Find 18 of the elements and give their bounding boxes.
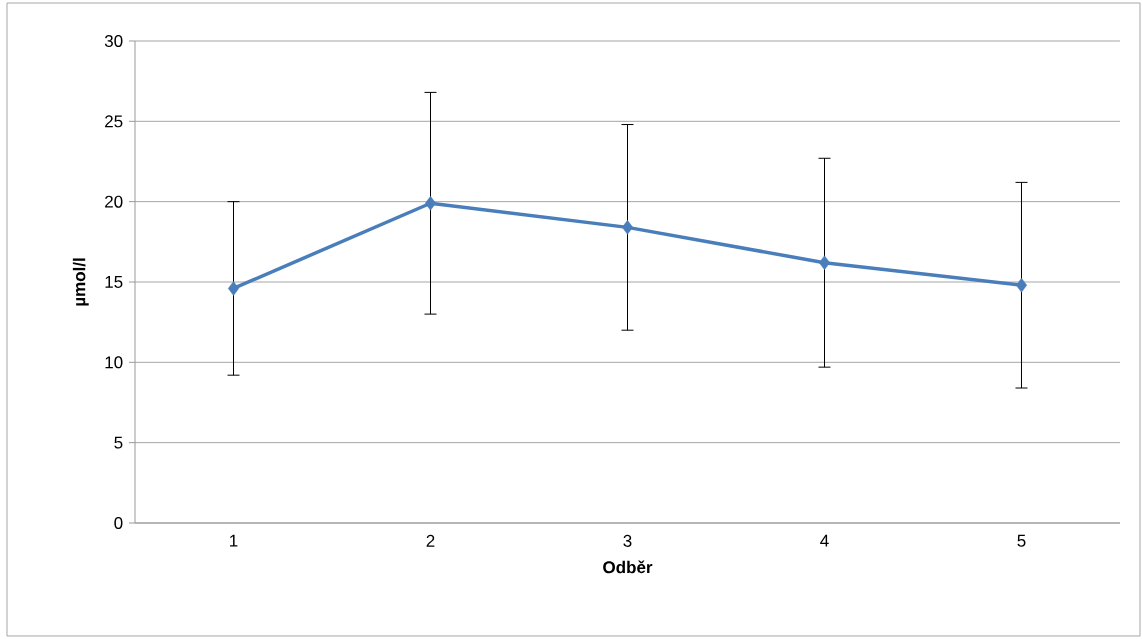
x-tick-label: 5: [1017, 534, 1026, 547]
x-axis-title: Odběr: [603, 560, 653, 574]
y-tick-label: 30: [104, 34, 123, 48]
y-tick-label: 15: [105, 276, 123, 288]
x-tick-label: 3: [623, 534, 632, 547]
y-axis-title: µmol/l: [72, 258, 89, 306]
point: [819, 255, 830, 270]
x-tick-label: 1: [230, 534, 238, 547]
y-tick-label: 25: [105, 115, 123, 128]
y-tick-label: 10: [105, 356, 123, 369]
point: [425, 196, 437, 211]
y-tick-label: 5: [114, 436, 123, 449]
x-tick-label: 2: [426, 534, 435, 547]
point: [228, 281, 240, 296]
y-tick-label: 20: [105, 195, 123, 208]
x-tick-label: 4: [820, 534, 829, 547]
y-tick-label: 0: [114, 516, 123, 530]
point: [622, 220, 634, 235]
